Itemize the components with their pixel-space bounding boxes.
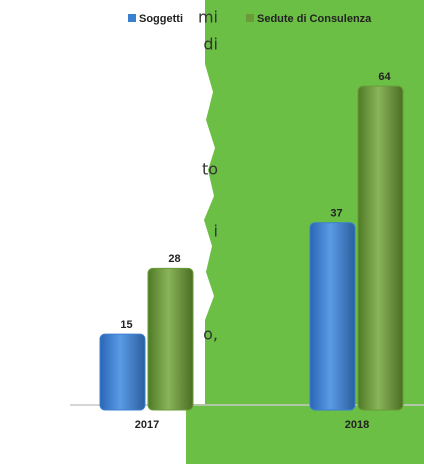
legend-swatch [246, 14, 254, 22]
bar [357, 85, 404, 411]
side-text-fragment: di [203, 35, 218, 54]
data-label: 37 [330, 208, 342, 220]
data-label: 28 [168, 253, 180, 265]
data-label: 64 [378, 71, 391, 83]
bar [147, 267, 194, 411]
side-text-fragment: to [202, 160, 218, 179]
legend-swatch [128, 14, 136, 22]
data-label: 15 [120, 319, 132, 331]
x-tick-label: 2018 [345, 419, 369, 431]
plot: Soggetti Sedute di Consulenza 2017 2018 15 37… [99, 13, 404, 431]
legend-label: Soggetti [139, 13, 183, 25]
legend-label: Sedute di Consulenza [257, 13, 372, 25]
side-text: mi di to i o, [198, 8, 218, 344]
bar [309, 222, 356, 411]
side-text-fragment: o, [203, 325, 218, 344]
bar [99, 333, 146, 411]
side-text-fragment: i [214, 222, 218, 241]
side-text-fragment: mi [198, 8, 218, 27]
x-tick-label: 2017 [135, 419, 159, 431]
